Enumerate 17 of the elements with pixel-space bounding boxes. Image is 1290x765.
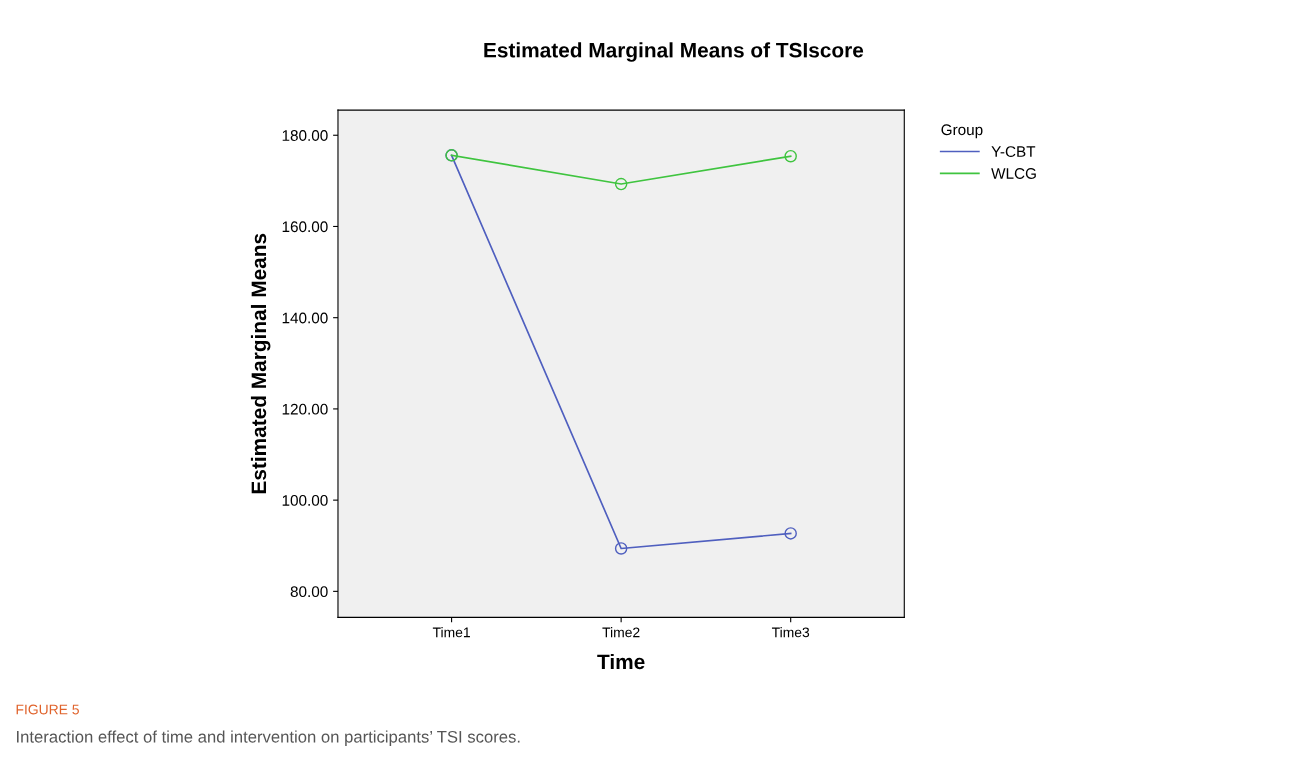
text: Interaction effect of time and intervention on participants’ TSI scores.: [17, 730, 520, 746]
legend-label: WLCG: [991, 168, 1036, 179]
y-tick-label: 100.00: [282, 495, 328, 506]
legend-title: Group: [941, 124, 983, 139]
legend-label: Y-CBT: [991, 146, 1036, 158]
caption: FIGURE 5: [16, 704, 79, 715]
x-tick-label: Time3: [771, 627, 810, 638]
y-tick-label: 160.00: [282, 221, 328, 233]
y-tick-label: 120.00: [282, 403, 328, 415]
x-axis-title: Time: [597, 653, 645, 670]
x-tick-label: Time2: [602, 627, 640, 638]
y-axis-title: Estimated Marginal Means: [250, 233, 271, 494]
y-tick-label: 80.00: [290, 586, 328, 598]
y-tick-label: 180.00: [282, 130, 328, 141]
x-tick-label: Time1: [432, 627, 470, 638]
y-tick-label: 140.00: [282, 312, 328, 324]
chart-title: Estimated Marginal Means of TSIscore: [484, 42, 864, 62]
